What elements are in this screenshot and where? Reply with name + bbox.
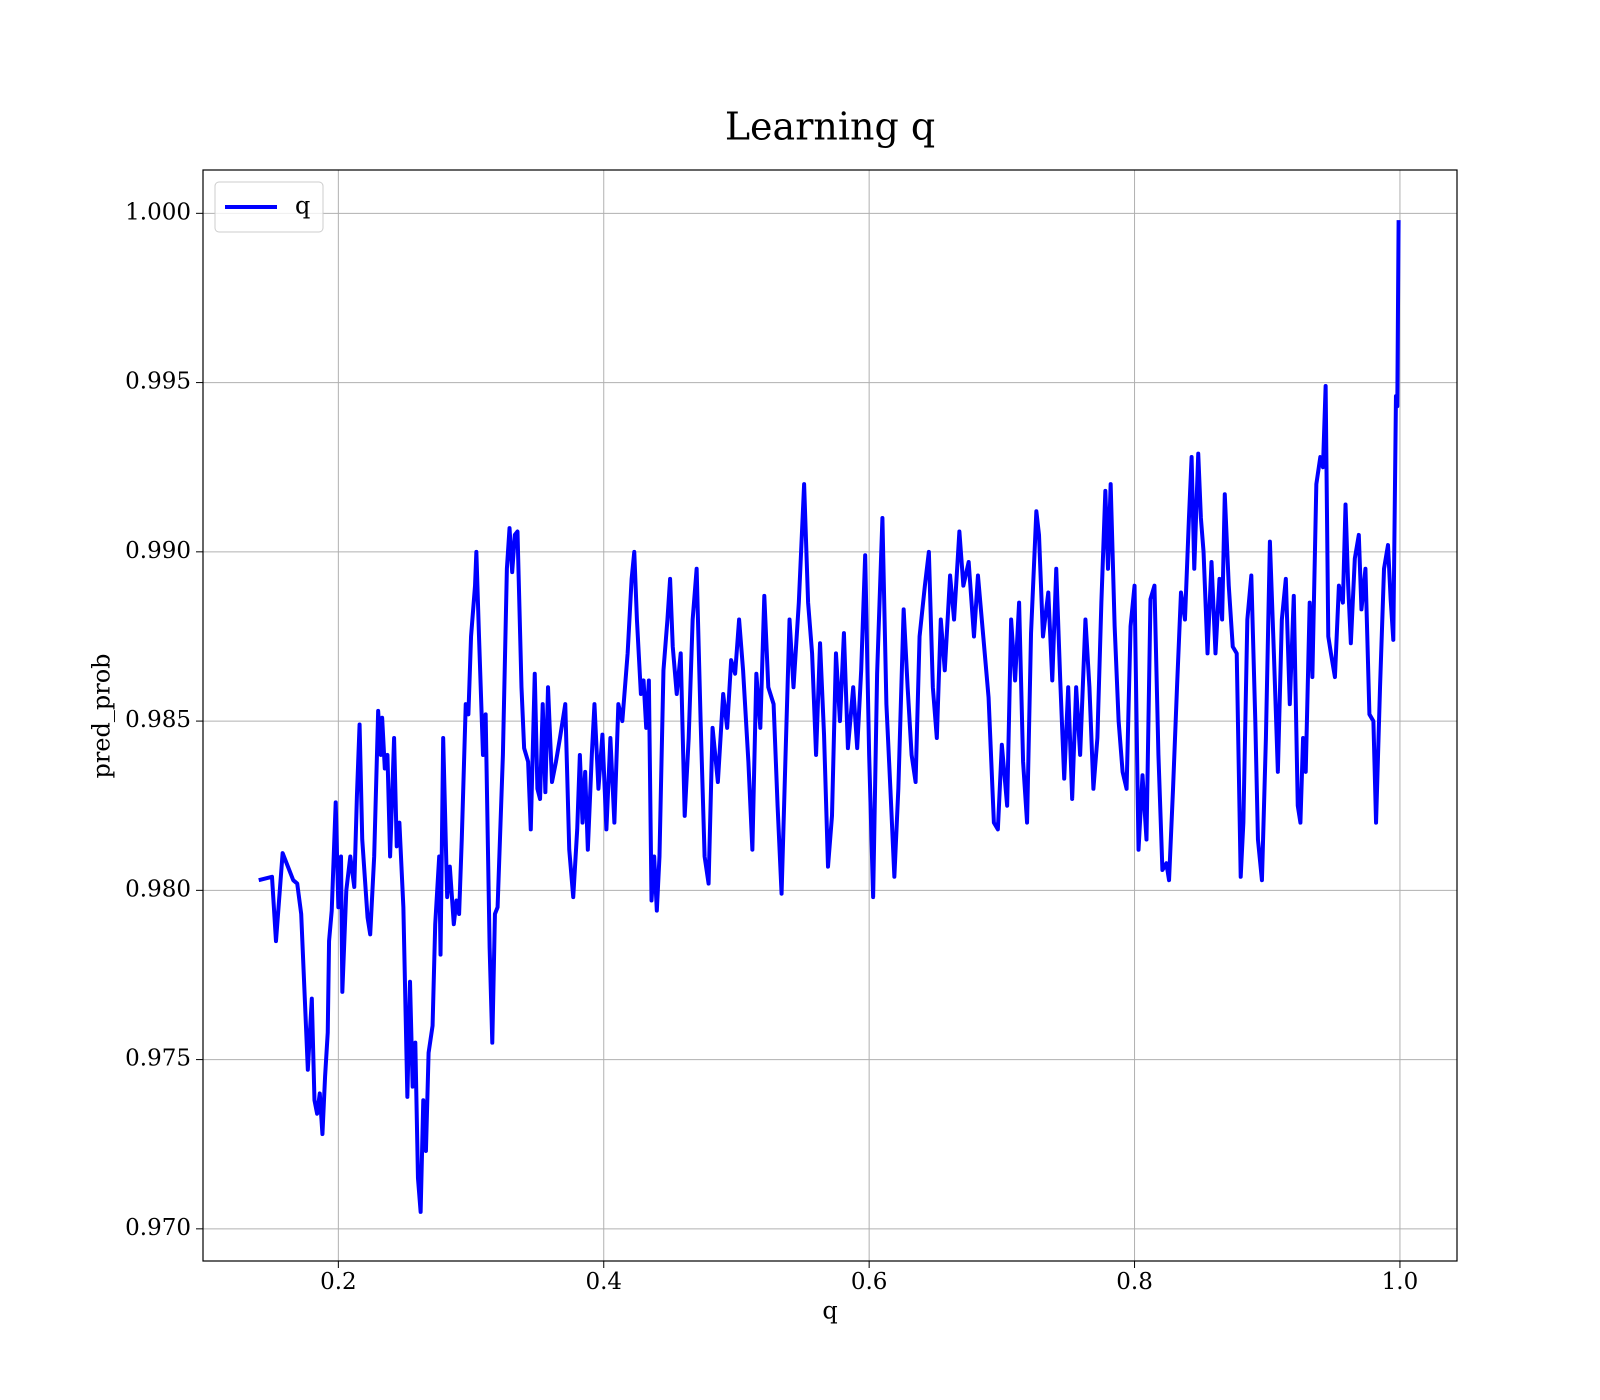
x-tick-label: 1.0	[1382, 1269, 1419, 1295]
y-axis-label: pred_prob	[88, 653, 116, 778]
y-tick-label: 0.985	[125, 707, 191, 733]
y-tick-label: 0.990	[125, 538, 191, 564]
data-line	[258, 220, 1401, 1214]
y-tick-label: 0.980	[125, 876, 191, 902]
chart-title: Learning q	[725, 105, 935, 149]
y-tick-label: 0.995	[125, 369, 191, 395]
x-tick-label: 0.2	[320, 1269, 357, 1295]
y-tick-label: 1.000	[125, 199, 191, 225]
x-tick-label: 0.8	[1116, 1269, 1153, 1295]
x-tick-label: 0.6	[851, 1269, 888, 1295]
legend-label: q	[295, 192, 310, 220]
plot-frame	[202, 169, 1458, 1262]
x-axis-label: q	[822, 1297, 837, 1325]
y-tick-label: 0.970	[125, 1215, 191, 1241]
x-tick-label: 0.4	[585, 1269, 622, 1295]
y-tick-label: 0.975	[125, 1046, 191, 1072]
